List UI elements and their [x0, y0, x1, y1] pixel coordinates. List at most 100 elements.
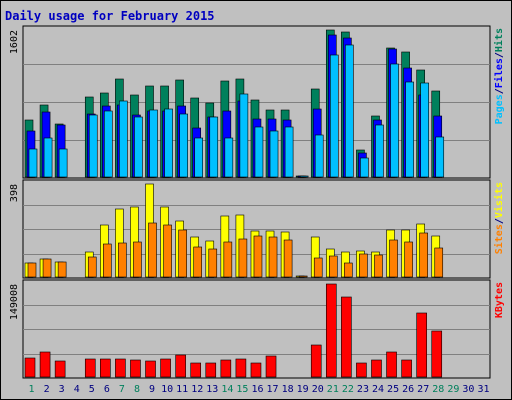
bar-sites-day-3 — [57, 261, 67, 278]
bar-sites-day-26 — [404, 241, 413, 278]
bar-sites-day-13 — [208, 248, 218, 278]
bar-kbytes-day-5 — [84, 358, 96, 378]
bar-kbytes-day-22 — [341, 296, 352, 378]
bar-kbytes-day-9 — [145, 360, 156, 378]
bar-pages-day-26 — [405, 81, 414, 178]
bar-kbytes-day-21 — [325, 283, 337, 378]
bar-sites-day-23 — [359, 253, 368, 278]
bar-kbytes-day-14 — [220, 359, 232, 378]
bar-kbytes-day-7 — [115, 358, 126, 378]
legend-entry: Visits — [493, 182, 505, 218]
bar-pages-day-24 — [375, 124, 384, 178]
legend: Pages/Files/Hits — [493, 28, 505, 124]
x-tick-label: 14 — [221, 384, 233, 395]
x-tick-label: 17 — [267, 384, 279, 395]
bar-sites-day-16 — [253, 235, 263, 278]
x-tick-label: 7 — [119, 384, 125, 395]
x-tick-label: 16 — [251, 384, 263, 395]
bar-pages-day-10 — [164, 108, 173, 178]
bar-pages-day-8 — [134, 116, 143, 178]
bar-kbytes-day-1 — [24, 357, 36, 378]
x-tick-label: 12 — [191, 384, 203, 395]
bar-kbytes-day-10 — [160, 358, 171, 378]
bar-pages-day-6 — [104, 110, 113, 178]
bar-sites-day-22 — [344, 262, 353, 278]
bar-sites-day-24 — [374, 254, 383, 278]
bar-kbytes-day-13 — [205, 362, 217, 378]
legend-entry: / — [494, 88, 505, 94]
bar-kbytes-day-16 — [250, 362, 262, 378]
y-max-label: 1602 — [9, 30, 20, 54]
legend: Sites/Visits — [493, 182, 505, 254]
x-tick-label: 11 — [176, 384, 188, 395]
x-tick-label: 13 — [206, 384, 218, 395]
bar-pages-day-14 — [224, 137, 234, 178]
x-tick-label: 15 — [236, 384, 248, 395]
panel-kbytes: 149008 KBytes — [9, 279, 505, 379]
x-tick-label: 23 — [357, 384, 369, 395]
panel-visits-sites: 398 Sites/Visits — [9, 179, 505, 279]
bar-sites-day-6 — [103, 243, 112, 278]
y-max-label: 149008 — [9, 284, 20, 320]
bar-sites-day-27 — [419, 232, 428, 278]
bar-sites-day-18 — [283, 239, 293, 278]
legend: KBytes — [494, 282, 505, 318]
x-tick-label: 28 — [432, 384, 444, 395]
bar-kbytes-day-23 — [356, 362, 367, 378]
bar-pages-day-16 — [254, 126, 264, 178]
bar-kbytes-day-3 — [54, 360, 66, 378]
bar-sites-day-2 — [42, 258, 52, 278]
bar-kbytes-day-17 — [265, 355, 277, 378]
legend-entry: Files — [493, 58, 505, 88]
x-tick-label: 10 — [161, 384, 173, 395]
bar-kbytes-day-20 — [310, 344, 322, 378]
bar-sites-day-8 — [133, 241, 142, 278]
bar-pages-day-2 — [43, 137, 53, 178]
bar-pages-day-20 — [314, 134, 324, 178]
x-tick-label: 19 — [297, 384, 309, 395]
bar-sites-day-5 — [87, 256, 97, 278]
bar-pages-day-19 — [299, 175, 309, 178]
bar-sites-day-25 — [389, 239, 398, 278]
bar-kbytes-day-27 — [416, 312, 427, 378]
bar-kbytes-day-6 — [100, 358, 111, 378]
bar-pages-day-7 — [119, 100, 128, 178]
legend-entry: Pages — [494, 94, 505, 124]
x-tick-label: 6 — [104, 384, 110, 395]
bar-sites-day-21 — [328, 255, 338, 278]
bar-pages-day-5 — [88, 114, 98, 178]
bar-kbytes-day-26 — [401, 359, 412, 378]
x-tick-label: 24 — [372, 384, 384, 395]
x-tick-label: 30 — [462, 384, 474, 395]
bar-sites-day-12 — [193, 246, 203, 278]
x-tick-label: 5 — [89, 384, 95, 395]
x-tick-label: 22 — [342, 384, 354, 395]
bar-kbytes-day-25 — [386, 351, 397, 378]
x-tick-label: 9 — [149, 384, 155, 395]
bar-kbytes-day-12 — [190, 362, 202, 378]
x-tick-label: 4 — [74, 384, 80, 395]
bar-kbytes-day-24 — [371, 359, 382, 378]
bar-sites-day-28 — [434, 247, 444, 278]
legend-entry: Hits — [493, 28, 505, 52]
x-tick-label: 21 — [327, 384, 339, 395]
x-tick-label: 3 — [59, 384, 65, 395]
bar-sites-day-19 — [298, 275, 308, 278]
x-tick-label: 2 — [44, 384, 50, 395]
x-tick-label: 27 — [417, 384, 429, 395]
bar-sites-day-1 — [27, 262, 37, 278]
legend-entry: KBytes — [494, 282, 505, 318]
bar-pages-day-9 — [149, 109, 158, 178]
bar-pages-day-3 — [58, 148, 68, 178]
bar-pages-day-1 — [28, 148, 38, 178]
bar-kbytes-day-15 — [235, 358, 247, 378]
bar-sites-day-11 — [178, 229, 187, 278]
bar-pages-day-28 — [435, 136, 445, 178]
bar-sites-day-10 — [163, 224, 172, 278]
bar-pages-day-13 — [209, 116, 219, 178]
bar-pages-day-15 — [239, 93, 249, 178]
bar-kbytes-day-28 — [431, 330, 443, 378]
